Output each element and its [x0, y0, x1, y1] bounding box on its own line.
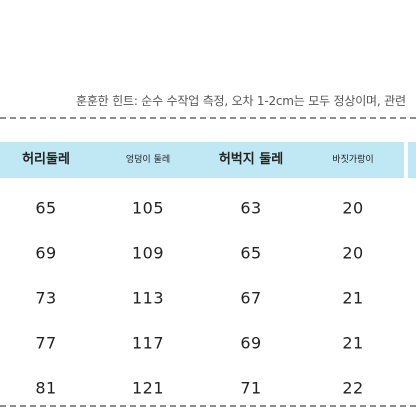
bottom-dashed-divider	[0, 405, 416, 407]
header-thigh: 허벅지 둘레	[218, 152, 284, 167]
table-cell: 117	[131, 333, 165, 353]
header-waist: 허리둘레	[22, 152, 70, 167]
table-cell: 65	[240, 243, 262, 263]
top-dashed-divider	[0, 117, 416, 119]
table-cell: 69	[35, 243, 57, 263]
table-cell: 109	[131, 243, 165, 263]
table-cell: 77	[35, 333, 57, 353]
table-cell: 81	[35, 378, 57, 398]
header-hip: 엉덩이 둘레	[125, 155, 171, 165]
table-cell: 71	[240, 378, 262, 398]
table-cell: 69	[240, 333, 262, 353]
table-header-band-edge	[408, 142, 416, 178]
table-cell: 67	[240, 288, 262, 308]
table-cell: 21	[342, 288, 364, 308]
table-cell: 73	[35, 288, 57, 308]
table-cell: 65	[35, 198, 57, 218]
table-cell: 121	[131, 378, 165, 398]
table-cell: 20	[342, 243, 364, 263]
table-cell: 63	[240, 198, 262, 218]
table-cell: 20	[342, 198, 364, 218]
table-cell: 113	[131, 288, 165, 308]
table-header-band	[0, 142, 404, 178]
table-cell: 22	[342, 378, 364, 398]
table-cell: 105	[131, 198, 165, 218]
table-cell: 21	[342, 333, 364, 353]
measurement-note: 훈훈한 힌트: 순수 수작업 측정, 오차 1-2cm는 모두 정상이며, 관련	[76, 94, 406, 108]
header-crotch: 바짓가랑이	[332, 155, 374, 165]
